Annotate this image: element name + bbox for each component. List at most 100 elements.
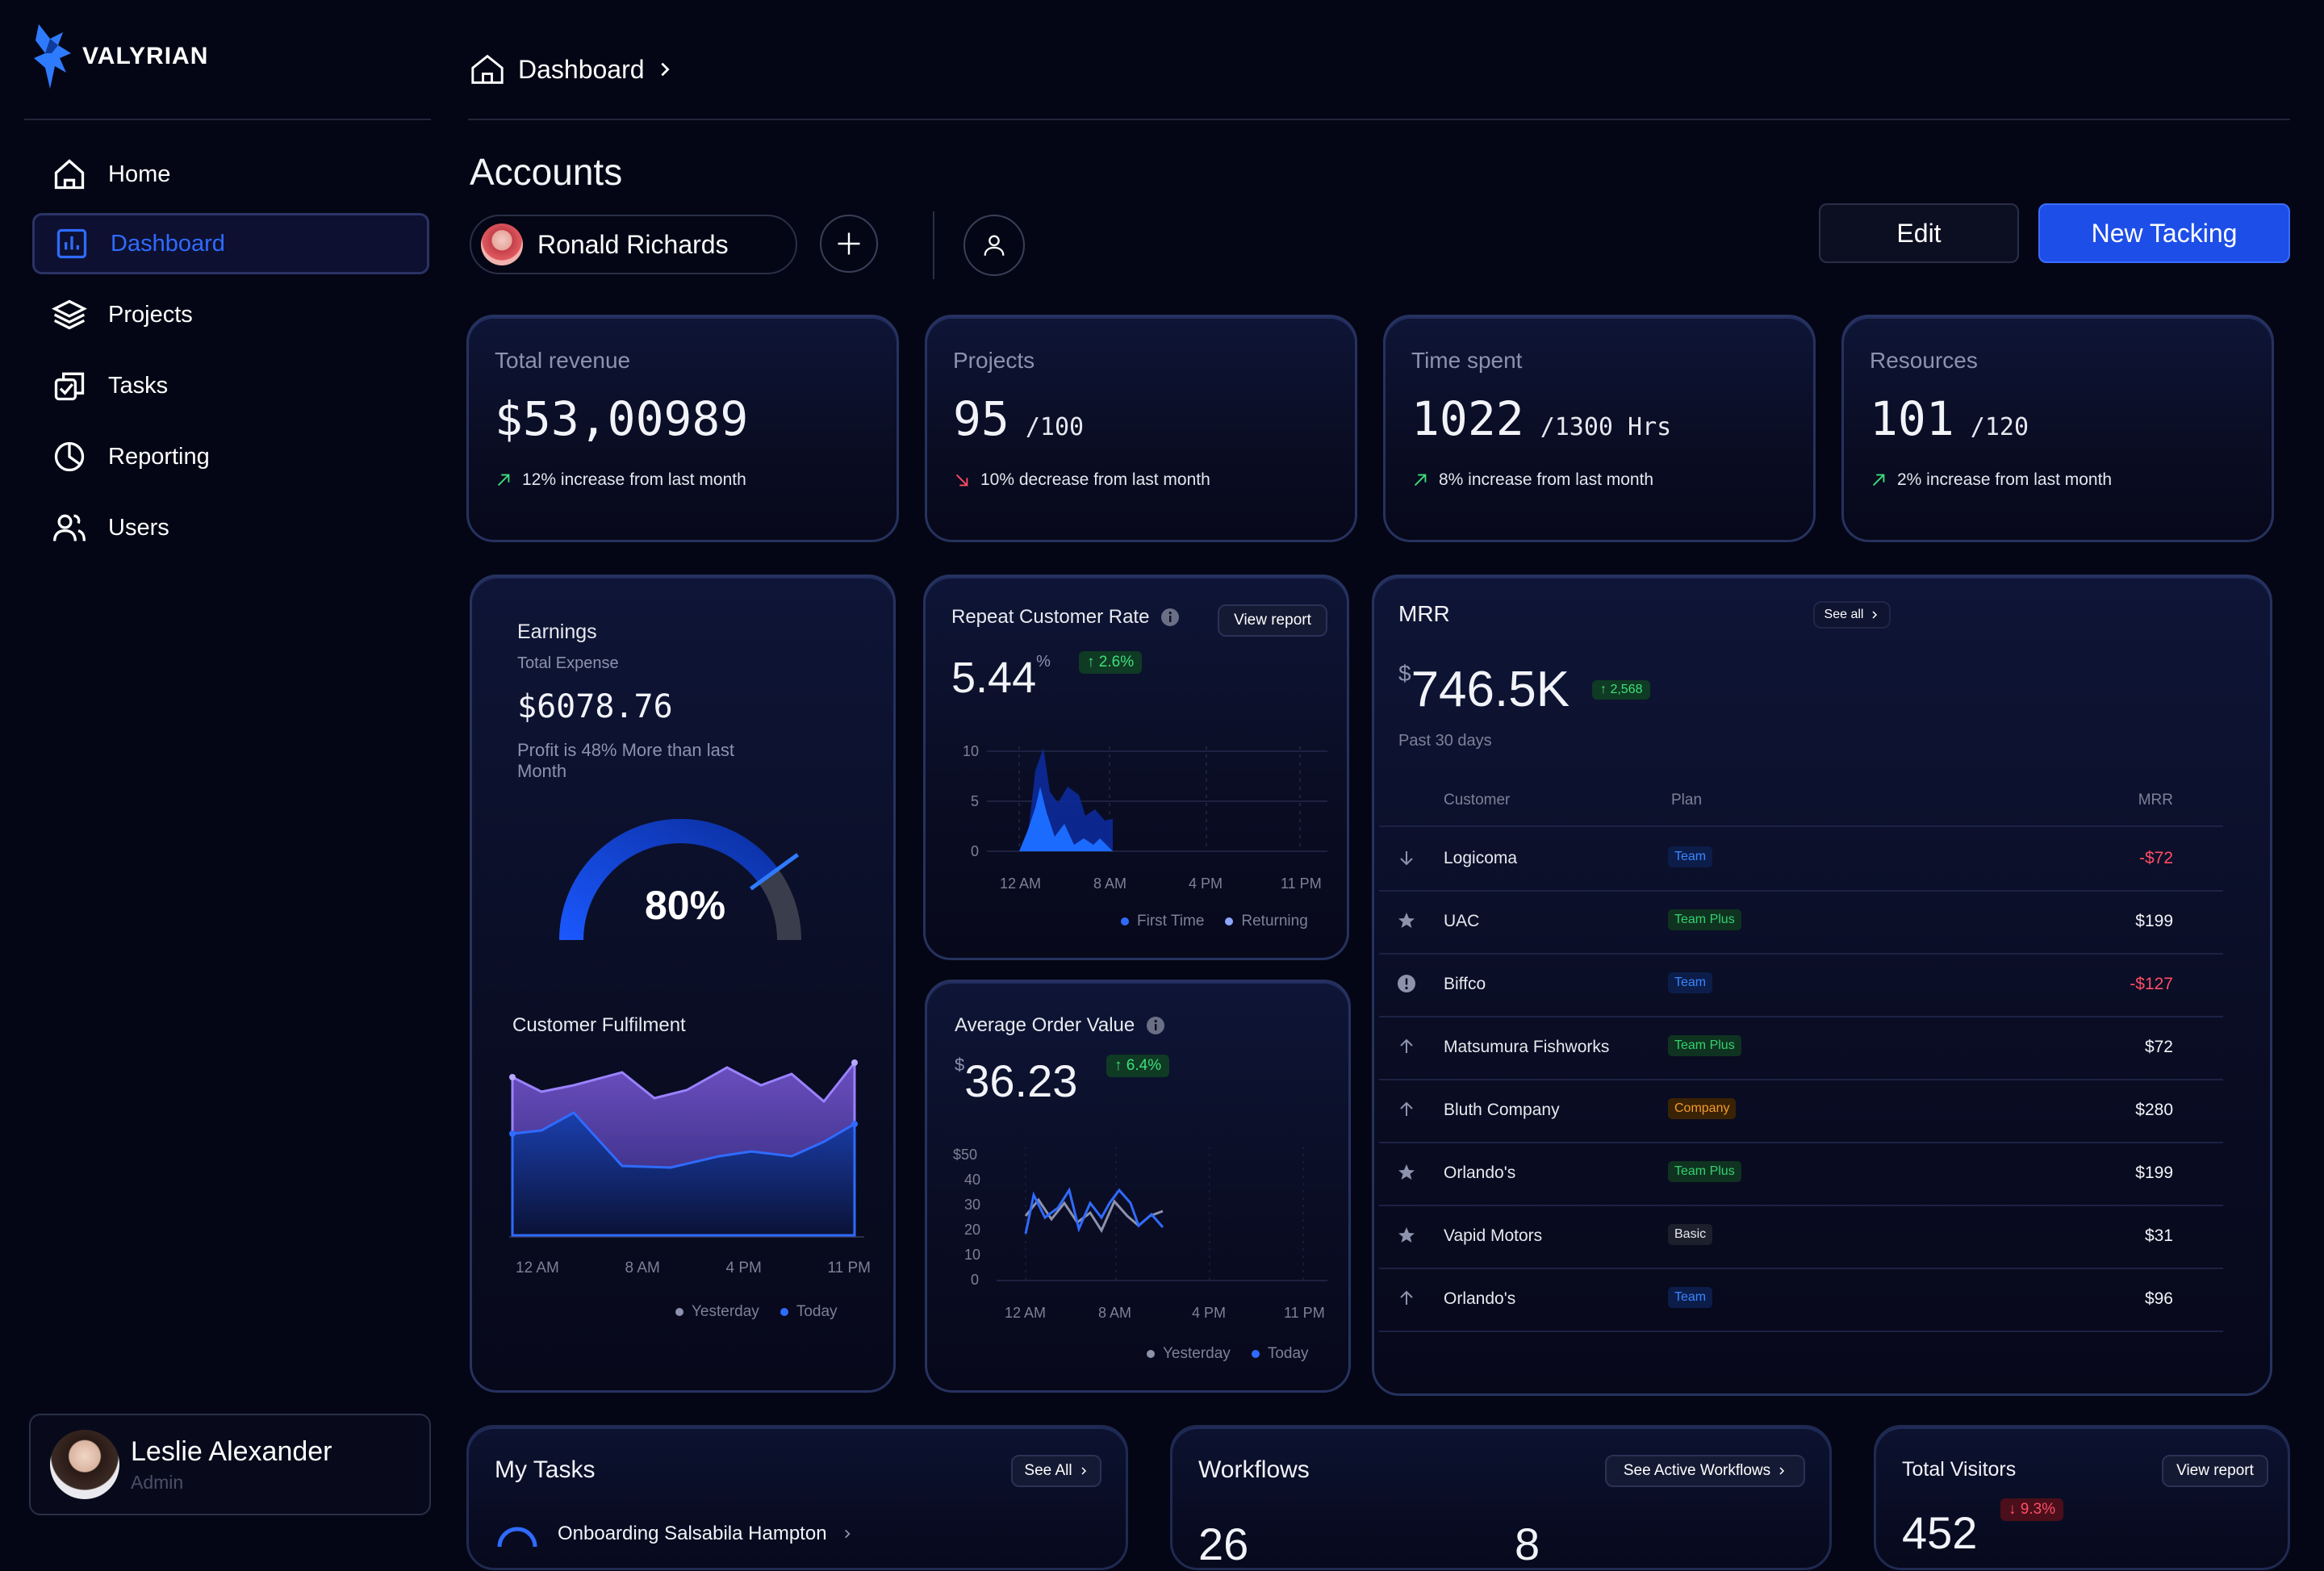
table-row[interactable]: Logicoma Team -$72 (1379, 827, 2223, 892)
plan-badge: Team (1668, 1287, 1713, 1308)
mrr-card: MRR See all $746.5K ↑ 2,568 Past 30 days… (1372, 575, 2272, 1396)
repeat-customer-card: Repeat Customer Rate View report 5.44% ↑… (923, 575, 1349, 960)
user-profile-card[interactable]: Leslie Alexander Admin (29, 1414, 431, 1515)
y-tick-label: 5 (971, 793, 979, 809)
first-time-area (1019, 787, 1113, 851)
x-tick-label: 11 PM (827, 1260, 871, 1276)
header-vertical-divider (933, 211, 934, 279)
new-tacking-button[interactable]: New Tacking (2038, 203, 2290, 263)
view-report-button[interactable]: View report (1218, 604, 1327, 637)
sidebar-item-label: Projects (108, 301, 193, 328)
plan-badge: Company (1668, 1098, 1737, 1119)
mrr-table-header: Customer Plan MRR (1379, 782, 2223, 827)
star-icon (1397, 911, 1416, 930)
legend-today: Today (1251, 1345, 1309, 1363)
visitors-value: 452 (1902, 1507, 1978, 1558)
workflow-count-a: 26 (1198, 1519, 1249, 1569)
mrr-amount: $199 (2135, 912, 2173, 930)
header-divider (468, 119, 2290, 120)
chevron-right-icon (844, 1529, 851, 1539)
tasks-see-all-button[interactable]: See All (1011, 1455, 1101, 1487)
sidebar-item-users[interactable]: Users (32, 497, 429, 558)
today-area (511, 1111, 856, 1237)
table-row[interactable]: Matsumura Fishworks Team Plus $72 (1379, 1016, 2223, 1080)
y-tick-label: 20 (964, 1222, 980, 1238)
stat-label: Resources (1870, 348, 1978, 373)
earnings-subtitle: Total Expense (517, 654, 619, 672)
table-row[interactable]: Orlando's Team Plus $199 (1379, 1142, 2223, 1206)
visitors-view-report-button[interactable]: View report (2162, 1455, 2268, 1487)
user-icon (984, 235, 1005, 256)
avatar (50, 1430, 119, 1499)
user-account-button[interactable] (963, 215, 1025, 276)
task-item[interactable]: Onboarding Salsabila Hampton (558, 1523, 853, 1545)
fulfilment-legend: Yesterday Today (675, 1303, 838, 1321)
edit-button[interactable]: Edit (1819, 203, 2019, 263)
chevron-right-icon (1779, 1467, 1785, 1475)
account-name: Ronald Richards (537, 229, 729, 259)
brand-logo[interactable]: VALYRIAN (31, 21, 208, 92)
sidebar-item-home[interactable]: Home (32, 144, 429, 205)
customer-name: Bluth Company (1444, 1101, 1560, 1119)
column-header: Plan (1671, 792, 1703, 808)
x-tick-label: 11 PM (1281, 875, 1322, 892)
earnings-gauge (558, 818, 801, 940)
customer-name: Biffco (1444, 975, 1486, 993)
table-row[interactable]: Vapid Motors Basic $31 (1379, 1205, 2223, 1269)
y-tick-label: 30 (964, 1197, 980, 1213)
column-header: MRR (2138, 792, 2173, 808)
chevron-right-icon (660, 62, 670, 77)
mrr-amount: -$72 (2138, 849, 2173, 867)
stat-trend: 12% increase from last month (495, 470, 746, 490)
arrow-down-icon (1397, 848, 1416, 867)
mrr-title: MRR (1398, 601, 1450, 626)
aov-value: $36.23 (955, 1055, 1078, 1106)
customer-name: Matsumura Fishworks (1444, 1038, 1610, 1056)
stat-value: 101/120 (1870, 391, 2029, 446)
table-row[interactable]: UAC Team Plus $199 (1379, 890, 2223, 955)
plus-icon (838, 232, 860, 255)
visitors-title: Total Visitors (1902, 1458, 2017, 1481)
stat-value: $53,00989 (495, 391, 749, 446)
task-check-icon (54, 372, 85, 401)
sidebar-item-dashboard[interactable]: Dashboard (32, 213, 429, 274)
repeat-value: 5.44% (951, 653, 1051, 702)
x-tick-label: 12 AM (516, 1260, 559, 1276)
pie-chart-icon (54, 441, 85, 472)
account-selector[interactable]: Ronald Richards (470, 215, 797, 274)
repeat-change-badge: ↑ 2.6% (1079, 651, 1143, 674)
stat-card-time-spent: Time spent 1022/1300 Hrs 8% increase fro… (1383, 315, 1816, 542)
stat-trend: 10% decrease from last month (953, 470, 1210, 490)
yesterday-line (1024, 1197, 1164, 1234)
sidebar-item-reporting[interactable]: Reporting (32, 426, 429, 487)
y-tick-label: 40 (964, 1172, 980, 1188)
table-row[interactable]: Biffco Team -$127 (1379, 953, 2223, 1017)
trend-up-icon (497, 474, 510, 487)
legend-yesterday: Yesterday (1147, 1345, 1231, 1363)
stat-label: Total revenue (495, 348, 631, 373)
average-order-card: Average Order Value $36.23 ↑ 6.4% $50 40… (925, 980, 1351, 1393)
mrr-see-all-button[interactable]: See all (1813, 601, 1891, 629)
y-tick-label: 0 (971, 1272, 979, 1288)
add-account-button[interactable] (820, 215, 878, 273)
plan-badge: Team Plus (1668, 909, 1741, 930)
breadcrumb[interactable]: Dashboard (470, 53, 674, 86)
customer-name: Vapid Motors (1444, 1226, 1543, 1245)
plan-badge: Team Plus (1668, 1035, 1741, 1056)
stat-trend: 8% increase from last month (1411, 470, 1653, 490)
customer-name: Logicoma (1444, 849, 1518, 867)
see-active-workflows-button[interactable]: See Active Workflows (1605, 1455, 1805, 1487)
fulfilment-x-axis: 12 AM 8 AM 4 PM 11 PM (516, 1260, 871, 1277)
chevron-right-icon (1872, 611, 1878, 619)
bar-chart-icon (56, 228, 87, 259)
mrr-period: Past 30 days (1398, 732, 1492, 750)
y-tick-label: 10 (964, 1247, 980, 1263)
fulfilment-chart (509, 1059, 864, 1238)
plan-badge: Team (1668, 972, 1713, 993)
x-tick-label: 8 AM (1098, 1305, 1131, 1321)
x-tick-label: 8 AM (1093, 875, 1126, 892)
table-row[interactable]: Orlando's Team $96 (1379, 1268, 2223, 1332)
table-row[interactable]: Bluth Company Company $280 (1379, 1079, 2223, 1143)
sidebar-item-tasks[interactable]: Tasks (32, 355, 429, 416)
sidebar-item-projects[interactable]: Projects (32, 284, 429, 345)
